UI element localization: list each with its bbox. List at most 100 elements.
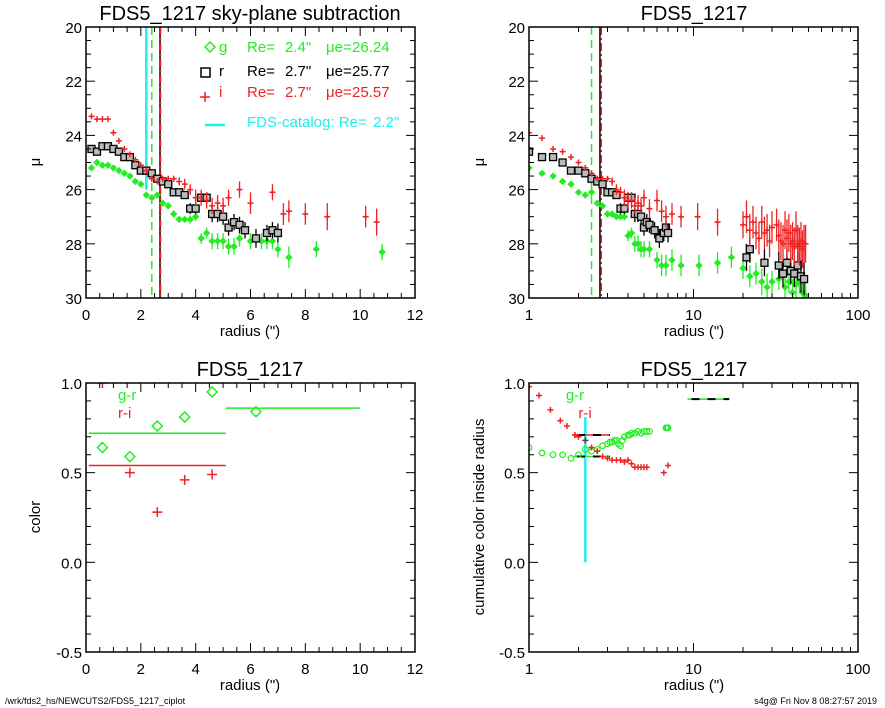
legend-re-label: Re=: [247, 63, 275, 80]
data-point: [214, 200, 221, 207]
data-point: [663, 228, 673, 238]
data-point: [99, 116, 106, 123]
legend-mu-label: μe=: [326, 63, 352, 80]
data-point: [538, 449, 546, 457]
data-point: [529, 147, 534, 156]
data-point: [574, 188, 583, 197]
data-point: [373, 219, 380, 226]
data-point: [148, 175, 155, 182]
data-point: [529, 129, 532, 136]
x-tick-label: 10: [685, 307, 702, 324]
data-point: [159, 175, 166, 182]
square-marker-icon: [200, 67, 211, 78]
data-point: [126, 151, 133, 158]
y-tick-label: 0.0: [504, 555, 525, 572]
data-point: [93, 158, 101, 167]
data-point: [617, 189, 624, 196]
data-point: [240, 226, 250, 235]
data-point: [164, 202, 172, 210]
data-point: [165, 175, 172, 182]
y-axis-label: μ: [471, 158, 488, 167]
data-point: [114, 147, 124, 156]
marks: [529, 383, 730, 563]
data-point: [650, 226, 659, 235]
data-point: [187, 186, 194, 193]
y-tick-label: 20: [508, 20, 525, 37]
data-point: [617, 457, 624, 464]
y-axis: 20 22 24 26 28 30: [65, 20, 415, 308]
data-point: [588, 444, 595, 451]
panel-title: FDS5_1217: [197, 359, 304, 381]
x-tick-label: 6: [246, 307, 254, 324]
y-tick-label: 22: [65, 74, 82, 91]
data-point: [625, 457, 632, 464]
data-point: [575, 433, 582, 440]
data-point: [635, 200, 642, 207]
data-point: [110, 129, 117, 136]
x-axis-label: radius ("): [664, 677, 724, 694]
y-tick-label: 1.0: [504, 376, 525, 393]
x-tick-label: 1: [525, 661, 533, 678]
data-point: [740, 221, 747, 228]
data-point: [599, 453, 606, 460]
data-point: [581, 445, 589, 453]
y-tick-label: 22: [508, 74, 525, 91]
data-point: [202, 229, 211, 237]
x-tick-label: 6: [246, 661, 254, 678]
data-point: [154, 178, 161, 185]
data-point: [760, 258, 769, 267]
data-point: [742, 253, 751, 262]
data-point: [587, 188, 596, 197]
data-point: [535, 392, 542, 399]
data-point: [230, 242, 238, 251]
x-axis: 1 10 100: [525, 383, 871, 678]
y-axis: 20 22 24 26 28 30: [508, 20, 858, 308]
data-point: [758, 278, 766, 286]
data-point: [197, 234, 205, 243]
data-point: [598, 202, 607, 210]
data-point: [727, 253, 736, 262]
data-point: [324, 213, 331, 220]
data-point: [120, 169, 129, 178]
data-point: [778, 269, 788, 278]
data-point: [790, 269, 799, 278]
axes-frame: [528, 382, 859, 653]
data-point: [750, 219, 757, 226]
data-point: [658, 208, 665, 215]
legend-re-label: Re=: [247, 84, 275, 101]
legend-r-i: r-i: [118, 405, 131, 422]
data-point: [563, 423, 570, 430]
panel-color-linear: FDS5_1217 radius (") color g-r r-i 0 2 4 6 8…: [27, 359, 423, 694]
legend-r-i: r-i: [578, 405, 591, 422]
data-point: [752, 269, 760, 278]
data-point: [695, 261, 703, 270]
legend-entry-catalog: FDS-catalog: Re= 2.2": [205, 114, 399, 131]
x-tick-label: 10: [352, 307, 369, 324]
y-axis: -0.5 0.0 0.5 1.0: [56, 376, 415, 662]
data-point: [151, 419, 164, 433]
legend-entry-i: i Re= 2.7" μe= 25.57: [200, 84, 390, 102]
data-point: [547, 406, 554, 413]
data-point: [620, 204, 629, 213]
data-point: [121, 145, 128, 152]
data-point: [268, 237, 277, 245]
legend-re-value: 2.7": [285, 63, 311, 80]
data-point: [802, 240, 809, 247]
diamond-marker-icon: [203, 40, 217, 54]
data-point: [646, 428, 653, 435]
data-point: [567, 154, 574, 161]
data-point: [97, 383, 108, 388]
legend-entry-r: r Re= 2.7" μe= 25.77: [200, 63, 390, 80]
x-axis: 1 10 100: [525, 27, 871, 324]
data-point: [694, 213, 701, 220]
data-point: [87, 164, 96, 172]
x-axis: 0 2 4 6 8 10 12: [82, 27, 423, 324]
y-axis-label: color: [27, 501, 44, 534]
data-point: [758, 219, 765, 226]
data-point: [664, 424, 672, 432]
data-point: [247, 200, 254, 207]
data-point: [362, 213, 369, 220]
x-tick-label: 10: [685, 661, 702, 678]
data-point: [209, 202, 216, 209]
data-point: [745, 245, 754, 254]
